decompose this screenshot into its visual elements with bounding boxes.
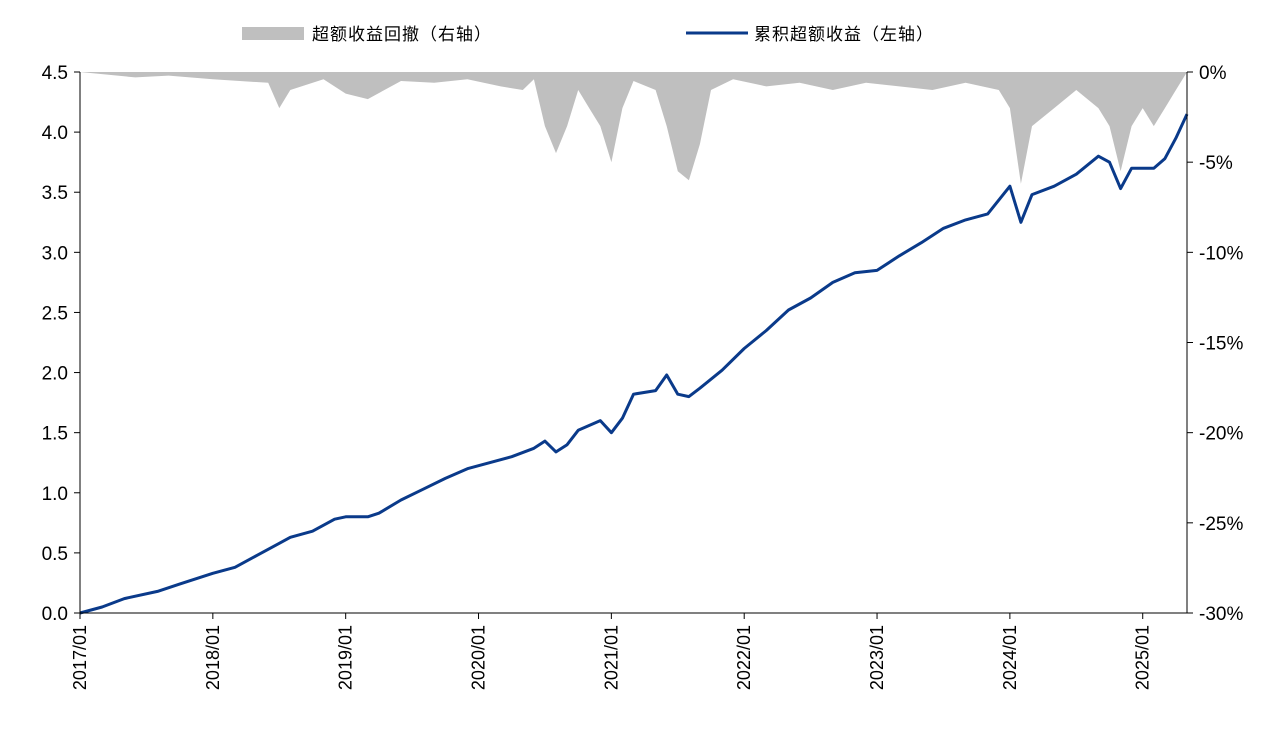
legend: 超额收益回撤（右轴） 累积超额收益（左轴） xyxy=(242,25,934,45)
x-tick-label: 2023/01 xyxy=(867,625,887,690)
left-tick-label: 2.5 xyxy=(42,303,68,324)
x-tick-label: 2019/01 xyxy=(336,625,356,690)
x-tick-label: 2025/01 xyxy=(1133,625,1153,690)
x-tick-label: 2020/01 xyxy=(469,625,489,690)
legend-swatch-drawdown xyxy=(242,27,304,40)
drawdown-area-layer xyxy=(80,72,1187,184)
left-tick-label: 0.0 xyxy=(42,604,68,625)
legend-label-cumulative: 累积超额收益（左轴） xyxy=(754,25,934,45)
left-tick-label: 4.0 xyxy=(42,123,68,144)
right-tick-label: -10% xyxy=(1199,243,1243,264)
left-tick-label: 0.5 xyxy=(42,544,68,565)
cumulative-line-layer xyxy=(79,113,1189,615)
x-tick-label: 2017/01 xyxy=(70,625,90,690)
right-tick-label: -5% xyxy=(1199,153,1233,174)
right-tick-label: -15% xyxy=(1199,334,1243,355)
left-axis-ticks: 0.0 0.5 1.0 1.5 2.0 2.5 3.0 3.5 4.0 4.5 xyxy=(42,63,80,625)
right-tick-label: 0% xyxy=(1199,63,1227,84)
right-axis-ticks: -30% -25% -20% -15% -10% -5% 0% xyxy=(1187,63,1243,625)
cumulative-excess-line xyxy=(79,113,1189,615)
x-axis-ticks: 2017/01 2018/01 2019/01 2020/01 2021/01 2022/… xyxy=(70,613,1153,690)
left-tick-label: 3.0 xyxy=(42,243,68,264)
drawdown-area xyxy=(80,72,1187,184)
left-tick-label: 1.5 xyxy=(42,424,68,445)
x-tick-label: 2018/01 xyxy=(203,625,223,690)
x-tick-label: 2021/01 xyxy=(601,625,621,690)
right-tick-label: -30% xyxy=(1199,604,1243,625)
left-tick-label: 1.0 xyxy=(42,484,68,505)
right-tick-label: -20% xyxy=(1199,424,1243,445)
x-tick-label: 2024/01 xyxy=(1000,625,1020,690)
left-tick-label: 3.5 xyxy=(42,183,68,204)
left-tick-label: 4.5 xyxy=(42,63,68,84)
legend-label-drawdown: 超额收益回撤（右轴） xyxy=(312,25,492,45)
left-tick-label: 2.0 xyxy=(42,364,68,385)
x-tick-label: 2022/01 xyxy=(734,625,754,690)
right-tick-label: -25% xyxy=(1199,514,1243,535)
